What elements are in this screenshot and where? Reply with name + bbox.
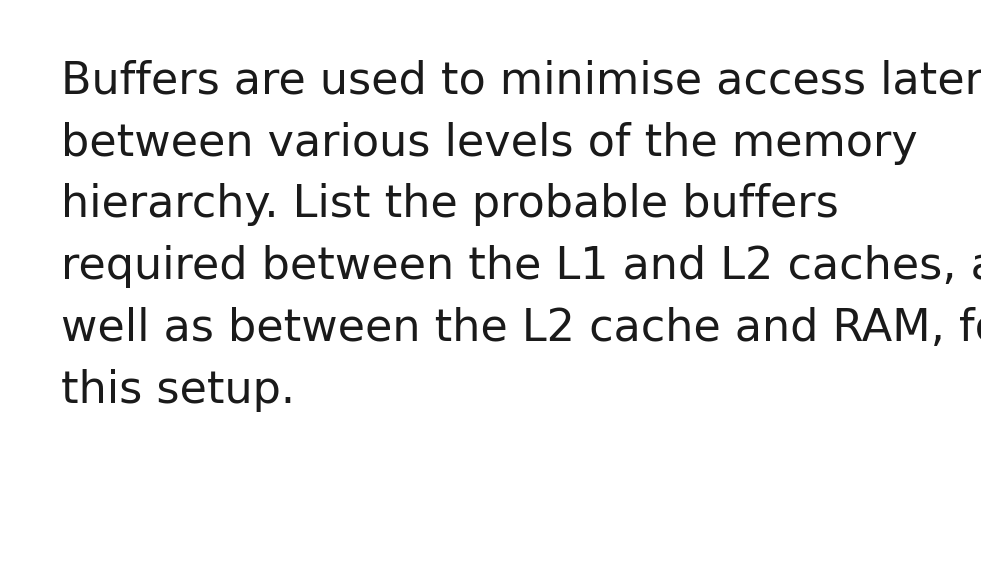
Text: Buffers are used to minimise access latency
between various levels of the memory: Buffers are used to minimise access late… [61, 60, 981, 412]
